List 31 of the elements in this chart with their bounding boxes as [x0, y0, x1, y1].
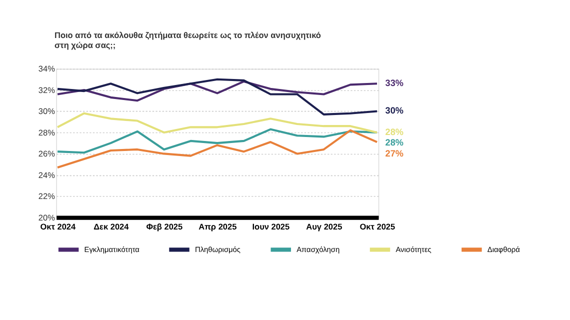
- line-series: [56, 112, 378, 134]
- chart-title: Ποιο από τα ακόλουθα ζητήματα θεωρείτε ως το πλέον ανησυχητικό στη χώρα σας;;: [54, 31, 321, 50]
- x-tick-label: Φεβ 2025: [146, 222, 184, 232]
- line-series: [56, 129, 378, 169]
- legend-label: Διαφθορά: [487, 245, 521, 254]
- line-series: [56, 128, 378, 154]
- y-tick-label: 30%: [38, 107, 56, 116]
- y-tick-label: 34%: [38, 64, 56, 74]
- x-tick-label: Απρ 2025: [198, 222, 238, 232]
- legend-label: Απασχόληση: [296, 245, 340, 254]
- line-series: [56, 80, 378, 102]
- data-label: 28%: [385, 126, 404, 137]
- y-tick-label: 32%: [38, 86, 56, 95]
- x-tick-label: Οκτ 2025: [360, 222, 396, 232]
- data-label: 33%: [385, 78, 404, 88]
- x-tick-label: Οκτ 2024: [40, 222, 76, 232]
- legend-label: Εγκληματικότητα: [84, 245, 140, 254]
- y-tick-label: 26%: [38, 150, 56, 159]
- legend-label: Πληθωρισμός: [194, 245, 241, 254]
- y-tick-label: 28%: [38, 128, 56, 138]
- data-label: 30%: [385, 106, 404, 116]
- line-series: [56, 78, 378, 116]
- data-label: 28%: [385, 138, 404, 148]
- x-tick-label: Δεκ 2024: [94, 222, 130, 232]
- data-label: 27%: [385, 148, 404, 158]
- y-tick-label: 24%: [38, 170, 56, 180]
- x-tick-label: Αυγ 2025: [306, 222, 343, 232]
- y-tick-label: 22%: [38, 192, 56, 202]
- legend-label: Ανισότητες: [396, 245, 432, 254]
- y-tick-label: 20%: [38, 213, 56, 222]
- x-tick-label: Ιουν 2025: [252, 222, 290, 232]
